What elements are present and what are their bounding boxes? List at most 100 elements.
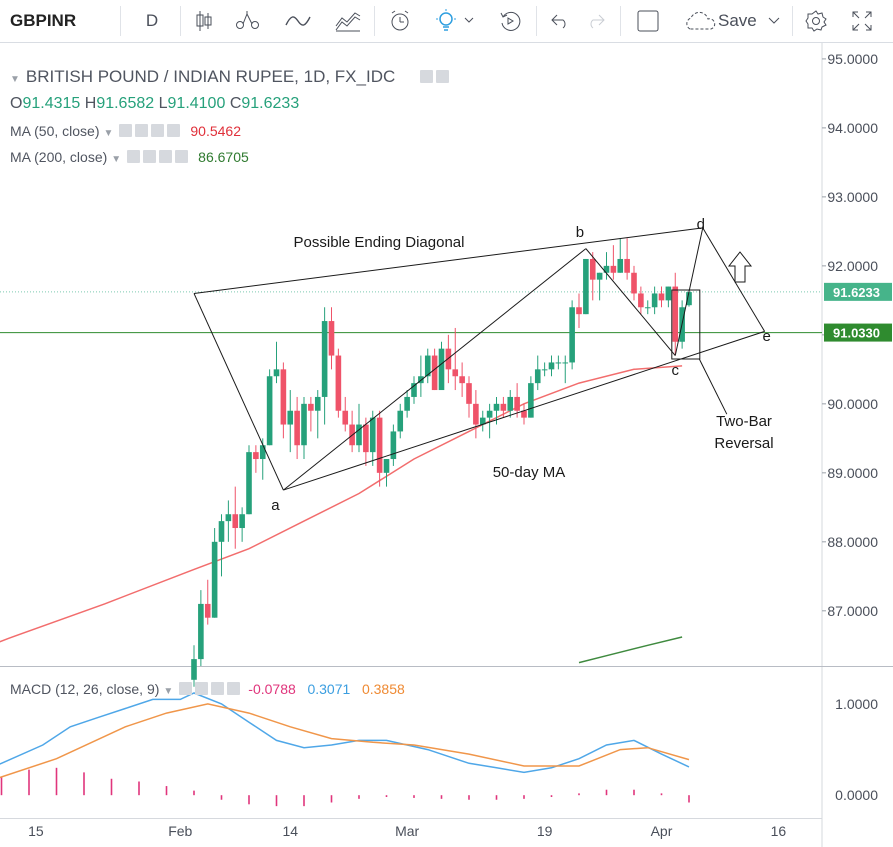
candle-body bbox=[431, 355, 438, 391]
candle-body bbox=[301, 403, 307, 446]
wave-a-label: a bbox=[271, 497, 280, 514]
candle-body bbox=[596, 272, 603, 280]
time-tick-label: Feb bbox=[168, 823, 192, 839]
candle-body bbox=[232, 514, 239, 529]
save-button[interactable]: Save bbox=[718, 11, 757, 30]
alert-icon[interactable] bbox=[380, 0, 420, 42]
undo-icon[interactable] bbox=[542, 0, 578, 42]
candle-body bbox=[211, 541, 218, 618]
candle-body bbox=[273, 369, 280, 377]
candle-body bbox=[287, 410, 294, 425]
candle-body bbox=[308, 403, 314, 411]
candle-body bbox=[335, 355, 342, 411]
wave-line bbox=[674, 227, 704, 356]
redo-icon[interactable] bbox=[578, 0, 614, 42]
macd-tick-label: 0.0000 bbox=[835, 787, 878, 803]
candle-body bbox=[479, 417, 486, 425]
candle-body bbox=[369, 417, 376, 453]
lightbulb-icon[interactable] bbox=[424, 0, 484, 42]
ohlc-readout: O91.4315 H91.6582 L91.4100 C91.6233 bbox=[10, 95, 300, 112]
candle-body bbox=[218, 521, 225, 542]
candle-body bbox=[266, 376, 273, 446]
gear-icon[interactable] bbox=[796, 0, 836, 42]
candle-body bbox=[610, 265, 617, 273]
level-price-tag-text: 91.0330 bbox=[833, 326, 880, 341]
ma50-legend[interactable]: MA (50, close) ▼ 90.5462 bbox=[10, 123, 241, 139]
wave-line bbox=[702, 227, 766, 332]
templates-icon[interactable] bbox=[328, 0, 368, 42]
candle-body bbox=[225, 514, 232, 522]
candle-body bbox=[686, 292, 692, 306]
fullscreen-icon[interactable] bbox=[842, 0, 882, 42]
divider bbox=[120, 6, 121, 36]
reversal-label-1: Two-Bar bbox=[716, 413, 772, 430]
price-tick-label: 95.0000 bbox=[827, 51, 878, 67]
candle-body bbox=[500, 403, 507, 411]
diagonal-label: Possible Ending Diagonal bbox=[294, 234, 465, 251]
diagonal-upper-trendline bbox=[193, 227, 703, 294]
candle-body bbox=[328, 321, 335, 356]
wave-e-label: e bbox=[762, 328, 770, 345]
candle-body bbox=[246, 452, 252, 515]
ma200-line bbox=[578, 636, 683, 664]
candle-body bbox=[363, 424, 369, 453]
candle-body bbox=[507, 396, 514, 411]
candle-body bbox=[521, 410, 527, 418]
wave-line bbox=[585, 248, 676, 356]
reversal-callout-line bbox=[698, 358, 728, 415]
candle-body bbox=[562, 362, 569, 364]
toolbar: GBPINR D Save bbox=[0, 0, 893, 43]
candle-body bbox=[569, 307, 575, 363]
candle-body bbox=[438, 348, 445, 391]
candle-body bbox=[514, 396, 520, 411]
candle-body bbox=[638, 293, 644, 308]
candle-body bbox=[631, 272, 637, 294]
candle-body bbox=[459, 376, 465, 384]
gear-icon[interactable] bbox=[435, 70, 449, 83]
symbol-search[interactable]: GBPINR bbox=[10, 11, 77, 30]
candle-body bbox=[486, 410, 493, 418]
replay-icon[interactable] bbox=[490, 0, 530, 42]
macd-signal-line bbox=[0, 703, 690, 779]
indicators-icon[interactable] bbox=[278, 0, 318, 42]
candle-body bbox=[473, 403, 479, 425]
eye-icon[interactable] bbox=[419, 70, 433, 83]
candle-body bbox=[603, 265, 610, 273]
macd-legend[interactable]: MACD (12, 26, close, 9) ▼ -0.0788 0.3071 0… bbox=[10, 681, 405, 697]
candle-body bbox=[644, 307, 651, 309]
ma200-legend[interactable]: MA (200, close) ▼ 86.6705 bbox=[10, 149, 249, 165]
macd-tick-label: 1.0000 bbox=[835, 696, 878, 712]
compare-icon[interactable] bbox=[228, 0, 268, 42]
candle-body bbox=[376, 417, 383, 473]
candle-body bbox=[651, 293, 658, 308]
candle-body bbox=[397, 410, 404, 432]
candle-body bbox=[665, 286, 672, 301]
price-chart[interactable]: 95.000094.000093.000092.000091.000090.00… bbox=[0, 43, 893, 847]
candle-body bbox=[411, 383, 417, 397]
wave-d-label: d bbox=[697, 216, 705, 233]
candle-body bbox=[383, 459, 390, 473]
cloud-icon[interactable] bbox=[676, 0, 724, 42]
wave-b-label: b bbox=[576, 224, 584, 241]
diagonal-lower-trendline bbox=[283, 330, 765, 491]
select-rectangle-icon[interactable] bbox=[626, 0, 670, 42]
time-tick-label: Apr bbox=[651, 823, 673, 839]
time-tick-label: 19 bbox=[537, 823, 553, 839]
candles-icon[interactable] bbox=[186, 0, 222, 42]
time-tick-label: Mar bbox=[395, 823, 419, 839]
candle-body bbox=[624, 258, 630, 273]
price-tick-label: 92.0000 bbox=[827, 258, 878, 274]
last-price-tag-text: 91.6233 bbox=[833, 285, 880, 300]
candle-body bbox=[259, 445, 266, 460]
candle-body bbox=[239, 514, 245, 529]
candle-body bbox=[617, 258, 624, 273]
candle-body bbox=[589, 258, 596, 280]
time-tick-label: 14 bbox=[282, 823, 298, 839]
wave-line bbox=[283, 248, 587, 491]
candle-body bbox=[658, 293, 665, 301]
two-bar-reversal-box bbox=[671, 289, 701, 360]
divider bbox=[536, 6, 537, 36]
candle-body bbox=[314, 396, 321, 411]
interval-button[interactable]: D bbox=[145, 11, 159, 30]
save-dropdown-icon[interactable] bbox=[760, 0, 788, 42]
